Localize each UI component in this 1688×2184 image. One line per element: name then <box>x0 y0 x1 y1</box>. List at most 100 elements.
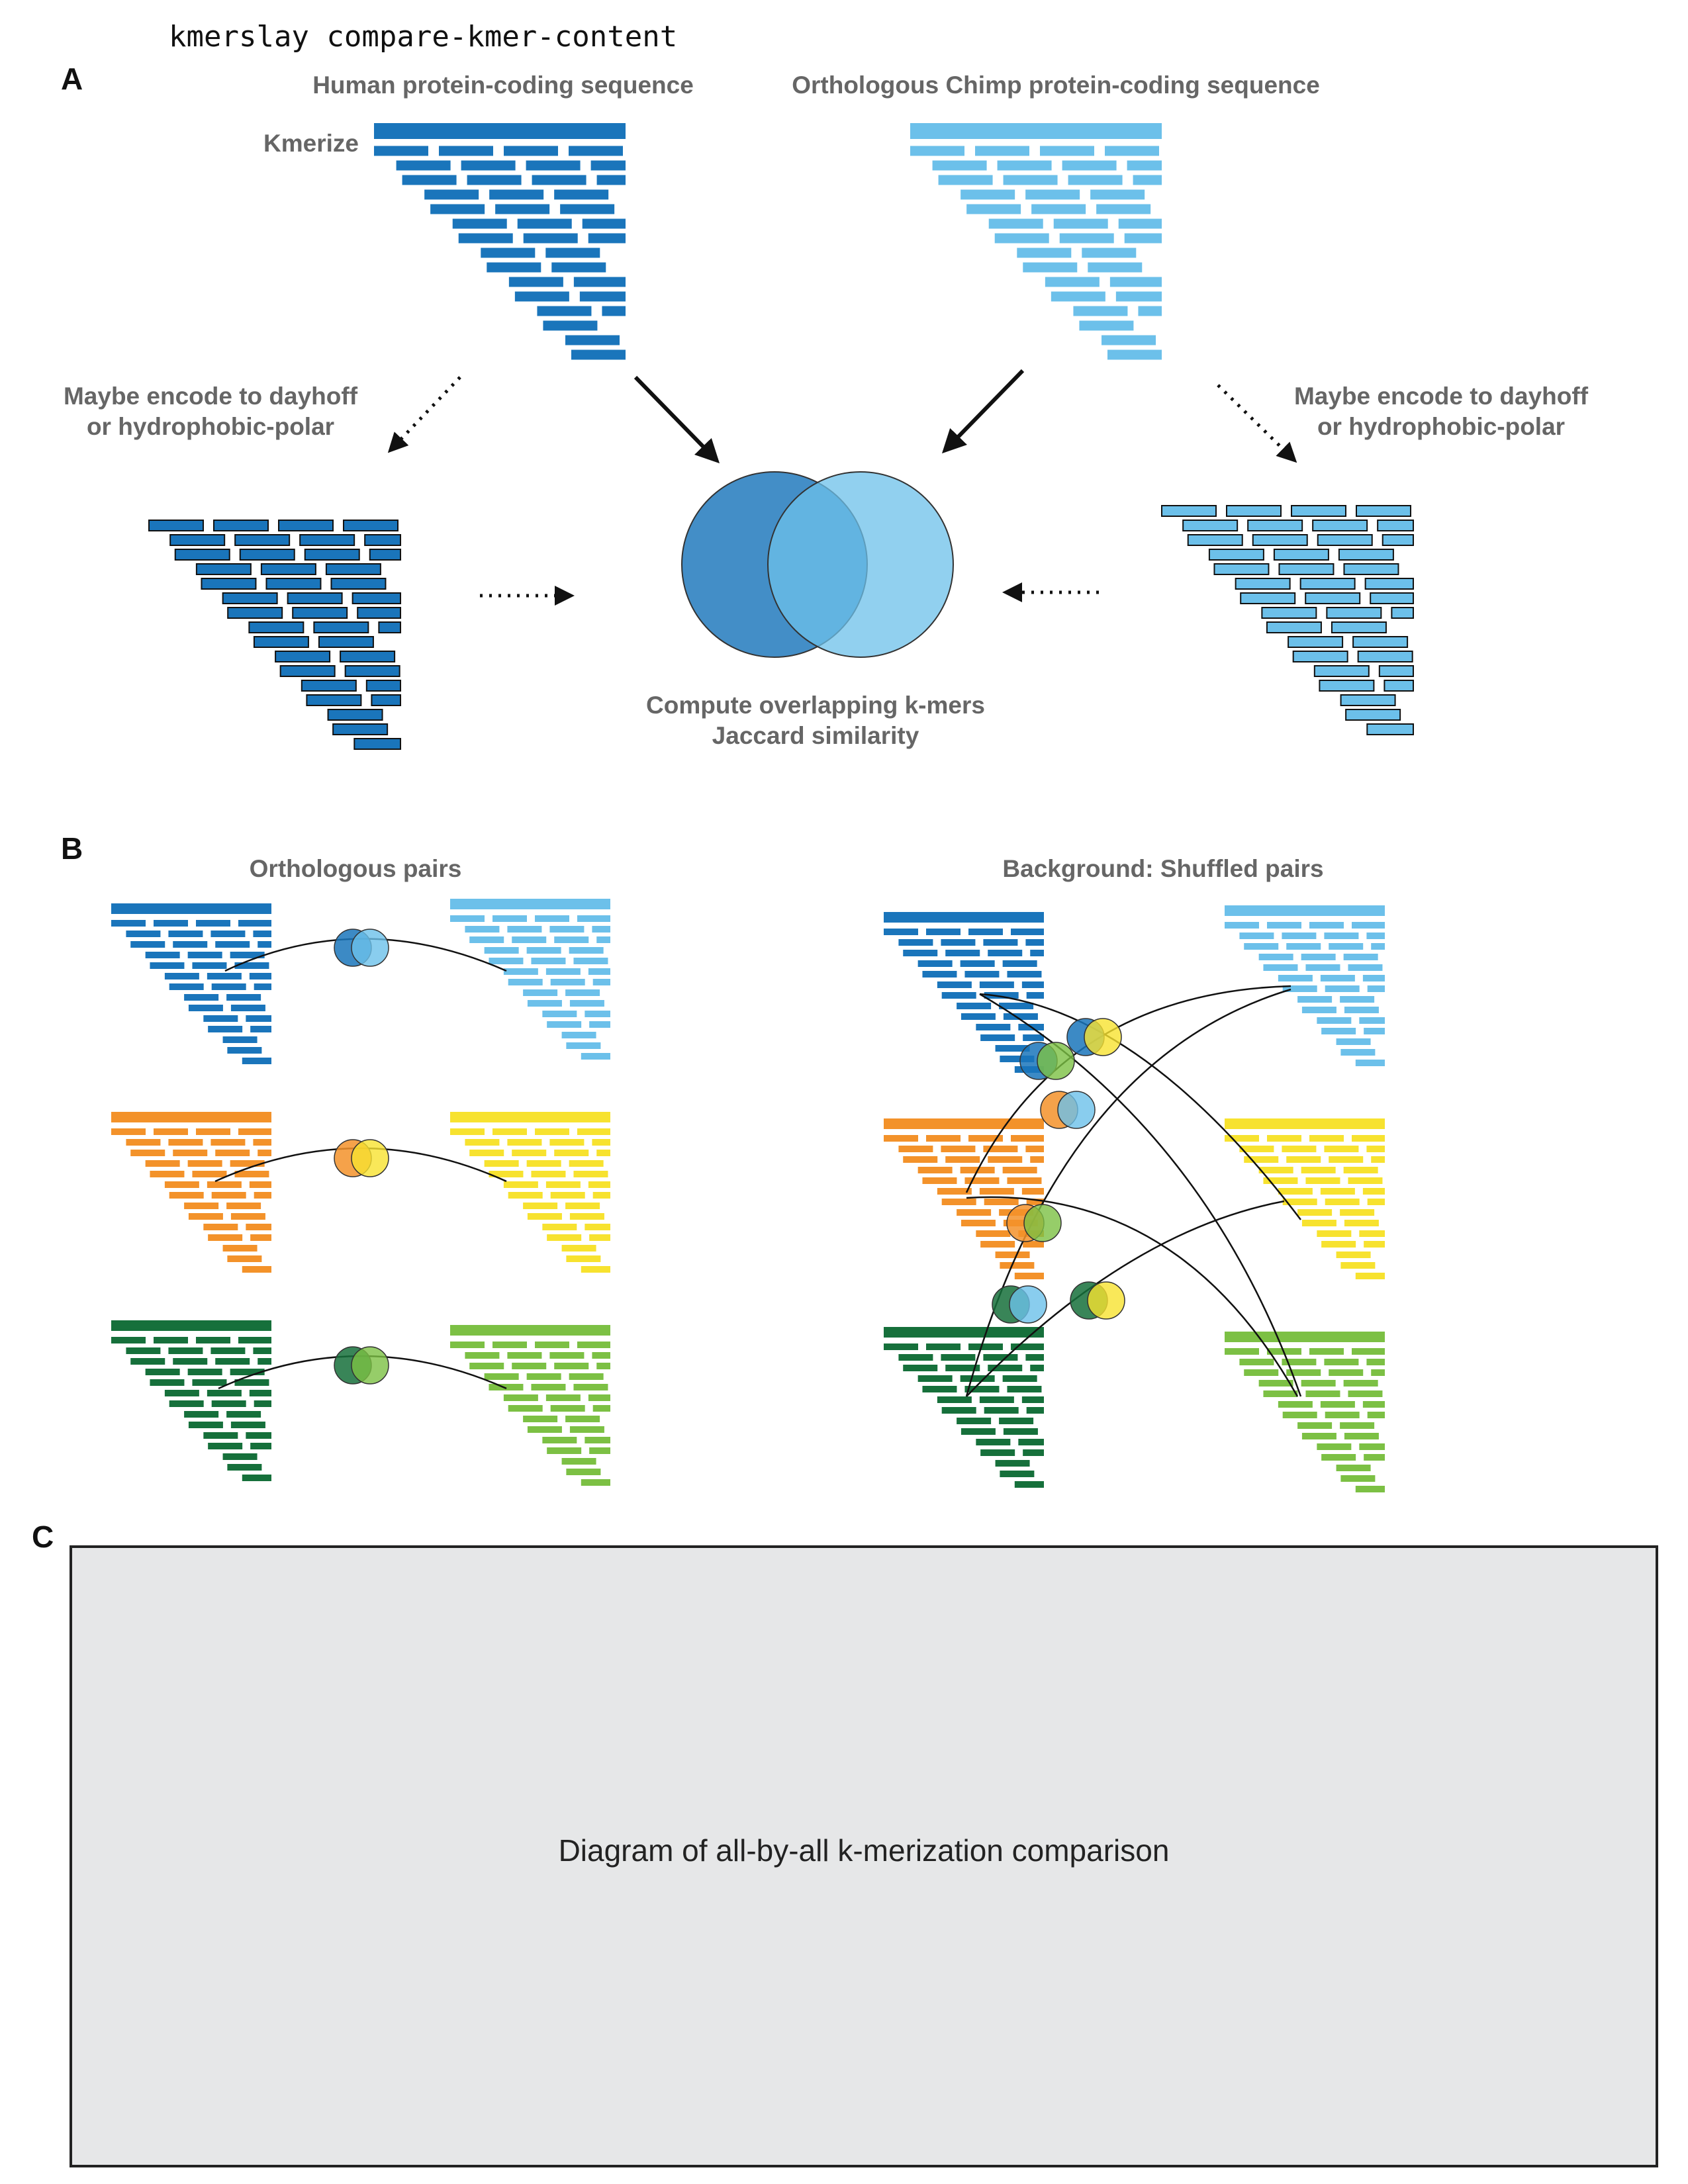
kmer-segment <box>1309 1135 1344 1142</box>
kmer-segment <box>922 971 957 978</box>
kmer-segment <box>592 979 610 985</box>
kmer-segment <box>208 1026 243 1032</box>
kmer-segment <box>187 1369 222 1375</box>
kmer-segment <box>1319 680 1375 692</box>
kmer-segment <box>246 1015 271 1022</box>
kmer-segment <box>211 1139 246 1146</box>
kmer-segment <box>1068 175 1123 185</box>
kmer-segment <box>545 968 581 975</box>
kmer-segment <box>504 146 558 156</box>
kmer-segment <box>234 1379 269 1386</box>
kmer-segment <box>227 1255 262 1262</box>
kmer-segment <box>227 607 283 619</box>
kmer-segment <box>1282 1412 1317 1418</box>
kmer-segment <box>1286 1369 1321 1376</box>
kmer-segment <box>910 146 964 156</box>
kmer-segment <box>1226 505 1282 517</box>
kmer-segment <box>325 563 381 575</box>
kmer-segment <box>549 1139 585 1146</box>
kmer-segment <box>527 1426 562 1433</box>
kmer-segment <box>1309 1348 1344 1355</box>
kmer-segment <box>523 989 558 996</box>
kmer-segment <box>898 939 933 946</box>
kmer-segment <box>980 1449 1015 1456</box>
kmer-segment <box>1079 320 1134 331</box>
chimp-encoded-stack <box>1161 505 1415 735</box>
kmer-segment <box>581 1053 610 1060</box>
kmer-segment <box>1278 1188 1313 1195</box>
kmer-segment <box>258 1358 271 1365</box>
kmer-segment <box>1352 922 1385 929</box>
kmer-segment <box>184 1411 219 1418</box>
kmer-segment <box>512 1363 547 1369</box>
kmer-segment <box>565 989 600 996</box>
kmer-segment <box>111 1337 146 1343</box>
jaccard-venn-diagram <box>681 471 954 658</box>
full-sequence-bar <box>884 1118 1044 1129</box>
kmer-segment <box>201 578 257 590</box>
kmer-segment <box>1011 929 1044 935</box>
kmer-segment <box>203 1015 238 1022</box>
encode-label-right-1: Maybe encode to dayhoff <box>1293 383 1589 410</box>
kmer-segment <box>1364 1028 1385 1034</box>
kmer-segment <box>922 1177 957 1184</box>
kmer-segment <box>508 277 563 287</box>
kmer-segment <box>465 926 500 933</box>
kmer-segment <box>1291 505 1346 517</box>
venn-circle-chimp <box>767 471 954 658</box>
kmer-segment <box>234 1171 269 1177</box>
kmer-segment <box>1340 1262 1376 1269</box>
kmer-segment <box>1263 1177 1298 1184</box>
kmer-segment <box>1007 1386 1042 1392</box>
panel-a-letter: A <box>61 62 83 96</box>
venn-right <box>1037 1042 1075 1080</box>
kmer-segment <box>1343 1167 1378 1173</box>
encode-label-left-1: Maybe encode to dayhoff <box>63 383 358 410</box>
kmer-segment <box>1014 1273 1044 1279</box>
kmer-segment <box>1343 954 1378 960</box>
kmer-segment <box>964 1386 1000 1392</box>
kmer-segment <box>1002 1375 1037 1382</box>
kmer-segment <box>550 979 585 985</box>
kmer-segment <box>941 992 976 999</box>
kmer-segment <box>145 1369 180 1375</box>
kmer-segment <box>503 1181 538 1188</box>
kmer-segment <box>565 1416 600 1422</box>
pair-connection-curves <box>214 938 1302 1397</box>
kmer-segment <box>550 1405 585 1412</box>
kmer-segment <box>492 915 527 922</box>
kmer-segment <box>238 1337 271 1343</box>
dotted-arrow-encode-right <box>1217 384 1297 463</box>
kmer-segment <box>596 1150 610 1156</box>
kmer-segment <box>111 1128 146 1135</box>
kmer-segment <box>130 1358 165 1365</box>
kmer-segment <box>569 1373 604 1380</box>
kmer-segment <box>1023 1034 1044 1041</box>
kmer-segment <box>1338 549 1394 561</box>
kmer-segment <box>227 1464 262 1471</box>
kmer-segment <box>168 1139 203 1146</box>
kmer-segment <box>230 952 265 958</box>
kmer-segment <box>1312 520 1368 531</box>
kmer-segment <box>211 1192 246 1199</box>
kmer-segment <box>1301 1167 1336 1173</box>
ortho-venn-orange-yellow <box>334 1139 389 1177</box>
kmer-segment <box>364 534 402 546</box>
kmer-segment <box>1025 189 1080 200</box>
kmer-segment <box>938 175 993 185</box>
kmer-segment <box>254 983 271 990</box>
kmer-segment <box>1267 1135 1301 1142</box>
kmer-segment <box>187 1160 222 1167</box>
kmer-segment <box>222 1453 258 1460</box>
kmer-segment <box>1348 1177 1383 1184</box>
kmer-segment <box>988 218 1043 229</box>
kmer-segment <box>492 1342 527 1348</box>
kmer-segment <box>537 306 592 316</box>
kmer-segment <box>250 1026 271 1032</box>
kmer-segment <box>484 1160 519 1167</box>
kmer-segment <box>458 233 513 244</box>
kmer-segment <box>592 1192 610 1199</box>
kmer-segment <box>489 1384 524 1390</box>
kmer-segment <box>230 1005 265 1011</box>
